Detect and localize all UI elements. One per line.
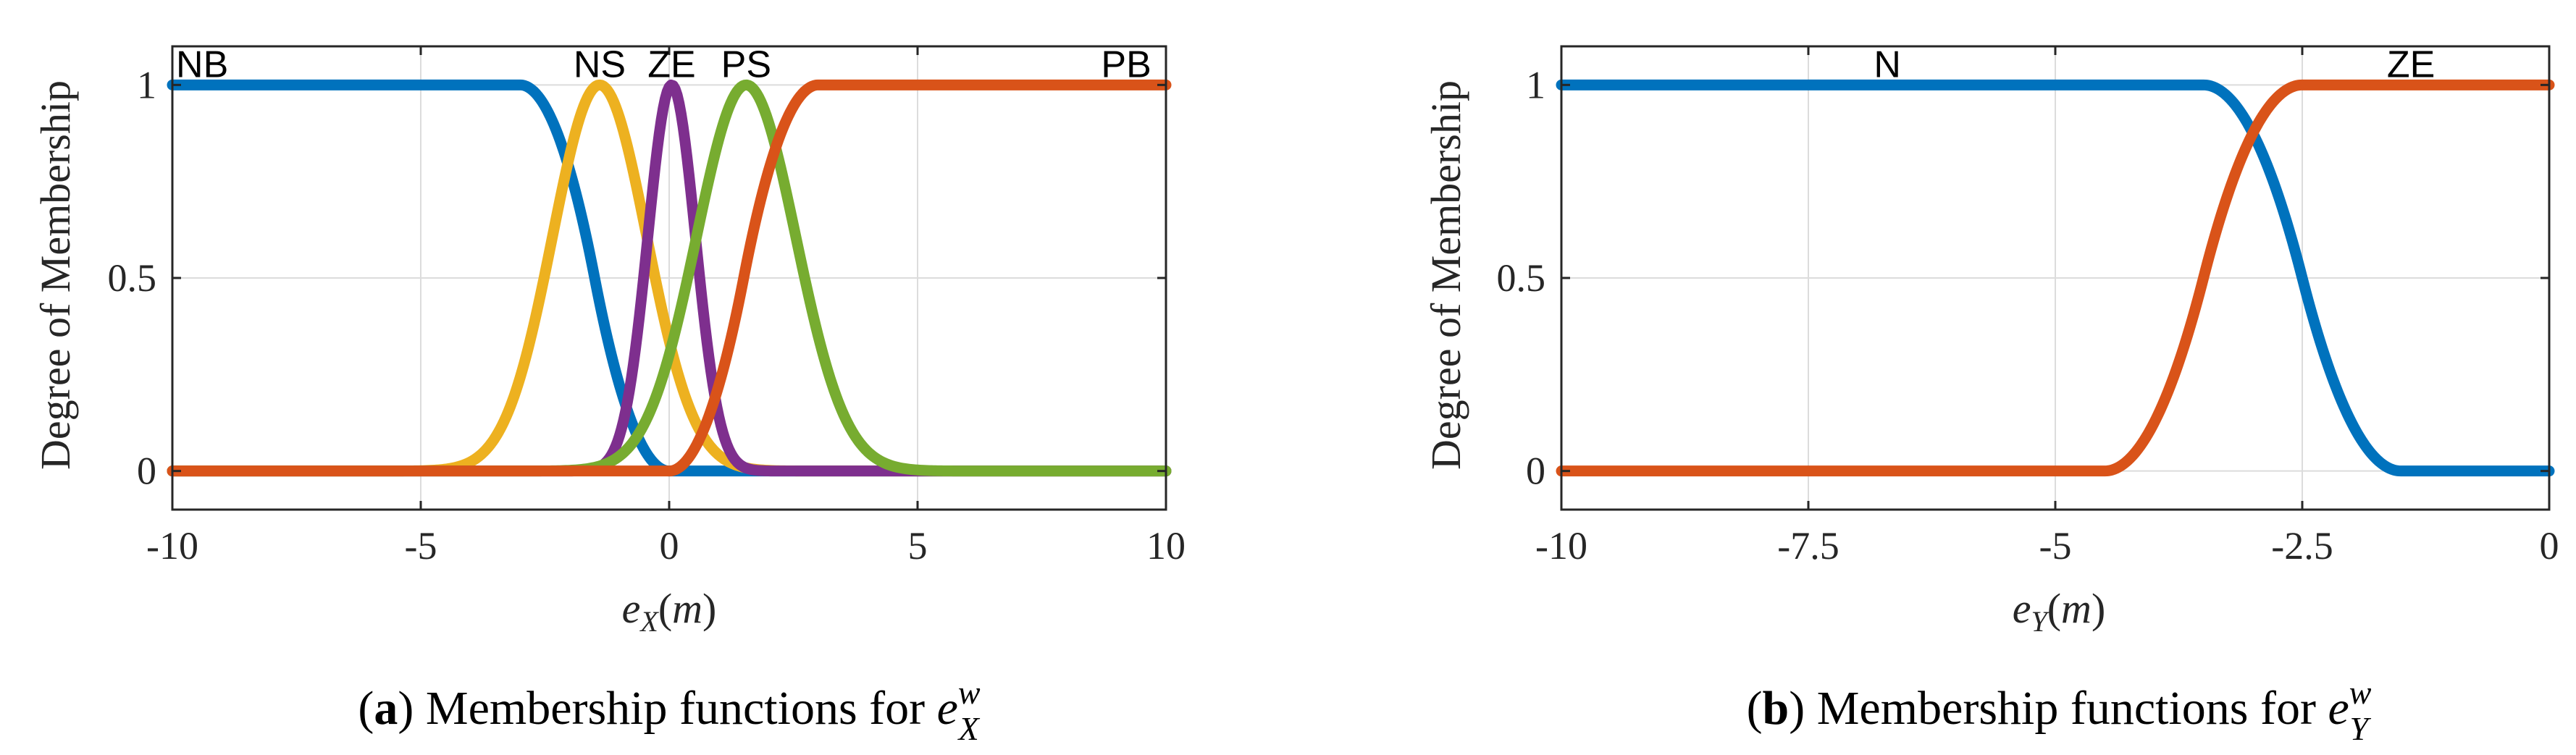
- x-tick-label: 0: [2540, 524, 2559, 568]
- panel-a-curve-labels: NB NS ZE PS PB: [176, 44, 1151, 86]
- x-tick-label: -2.5: [2271, 524, 2333, 568]
- panel-b-curve-labels: N ZE: [1874, 44, 2435, 86]
- x-tick-label: 0: [660, 524, 679, 568]
- series-label-pb: PB: [1101, 44, 1151, 86]
- panel-a-curves: [167, 79, 1172, 477]
- x-tick-label: -5: [405, 524, 437, 568]
- panel-b-caption: (b) Membership functions for ew Y: [1747, 674, 2372, 747]
- panel-a-ticks: -10 -5 0 5 10 0 0.5 1: [108, 46, 1186, 568]
- series-label-nb: NB: [176, 44, 228, 86]
- x-tick-label: 10: [1146, 524, 1186, 568]
- series-label-n: N: [1874, 44, 1901, 86]
- panel-b-curves: [1556, 79, 2555, 477]
- x-tick-label: 5: [908, 524, 928, 568]
- panel-b-grid: [1561, 46, 2550, 510]
- y-tick-label: 0.5: [1497, 256, 1546, 300]
- series-line-pb: [167, 79, 1172, 477]
- y-tick-label: 1: [137, 63, 156, 106]
- x-tick-label: -7.5: [1777, 524, 1839, 568]
- panel-b-ticks: -10 -7.5 -5 -2.5 0 0 0.5 1: [1497, 46, 2559, 568]
- series-label-ze: ZE: [2387, 44, 2435, 86]
- x-tick-label: -5: [2039, 524, 2072, 568]
- panel-a-x-axis-label: eX(m): [622, 585, 717, 638]
- y-tick-label: 1: [1526, 63, 1545, 106]
- panel-b-chart: -10 -7.5 -5 -2.5 0 0 0.5 1 N ZE Degree of Member…: [1422, 44, 2559, 747]
- panel-a-chart: -10 -5 0 5 10 0 0.5 1 NB NS ZE PS PB Degree of Memb…: [32, 44, 1186, 747]
- panel-a-caption: (a) Membership functions for ew X: [358, 674, 980, 747]
- x-tick-label: -10: [1535, 524, 1587, 568]
- series-line-n: [1556, 79, 2555, 477]
- panel-b-x-axis-label: eY(m): [2013, 585, 2106, 638]
- y-tick-label: 0.5: [108, 256, 157, 300]
- panel-a-y-axis-label: Degree of Membership: [32, 80, 79, 470]
- y-tick-label: 0: [137, 450, 156, 493]
- series-label-ns: NS: [574, 44, 626, 86]
- series-label-ze: ZE: [647, 44, 695, 86]
- y-tick-label: 0: [1526, 450, 1545, 493]
- x-tick-label: -10: [146, 524, 198, 568]
- series-line-ze: [1556, 79, 2555, 477]
- series-label-ps: PS: [721, 44, 771, 86]
- panel-b-y-axis-label: Degree of Membership: [1422, 80, 1469, 470]
- panel-a-grid: [172, 46, 1167, 510]
